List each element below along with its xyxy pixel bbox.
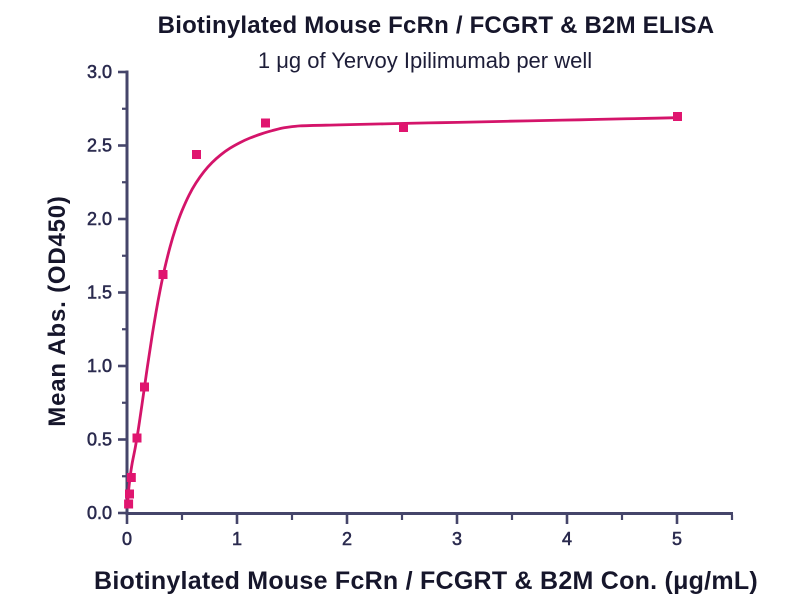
svg-text:4: 4 bbox=[562, 529, 572, 549]
svg-text:3.0: 3.0 bbox=[87, 62, 112, 82]
svg-text:1 μg of Yervoy Ipilimumab per: 1 μg of Yervoy Ipilimumab per well bbox=[258, 48, 592, 73]
svg-text:2: 2 bbox=[342, 529, 352, 549]
svg-text:5: 5 bbox=[672, 529, 682, 549]
svg-text:0: 0 bbox=[122, 529, 132, 549]
svg-text:2.0: 2.0 bbox=[87, 209, 112, 229]
svg-text:0.0: 0.0 bbox=[87, 503, 112, 523]
svg-text:0.5: 0.5 bbox=[87, 430, 112, 450]
svg-text:Biotinylated Mouse FcRn / FCGR: Biotinylated Mouse FcRn / FCGRT & B2M EL… bbox=[158, 12, 715, 39]
svg-text:2.5: 2.5 bbox=[87, 136, 112, 156]
svg-text:Biotinylated Mouse FcRn / FCGR: Biotinylated Mouse FcRn / FCGRT & B2M Co… bbox=[94, 567, 758, 595]
svg-text:3: 3 bbox=[452, 529, 462, 549]
svg-text:1: 1 bbox=[232, 529, 242, 549]
svg-text:1.5: 1.5 bbox=[87, 283, 112, 303]
svg-text:1.0: 1.0 bbox=[87, 356, 112, 376]
svg-text:Mean Abs. (OD450): Mean Abs. (OD450) bbox=[44, 195, 71, 426]
